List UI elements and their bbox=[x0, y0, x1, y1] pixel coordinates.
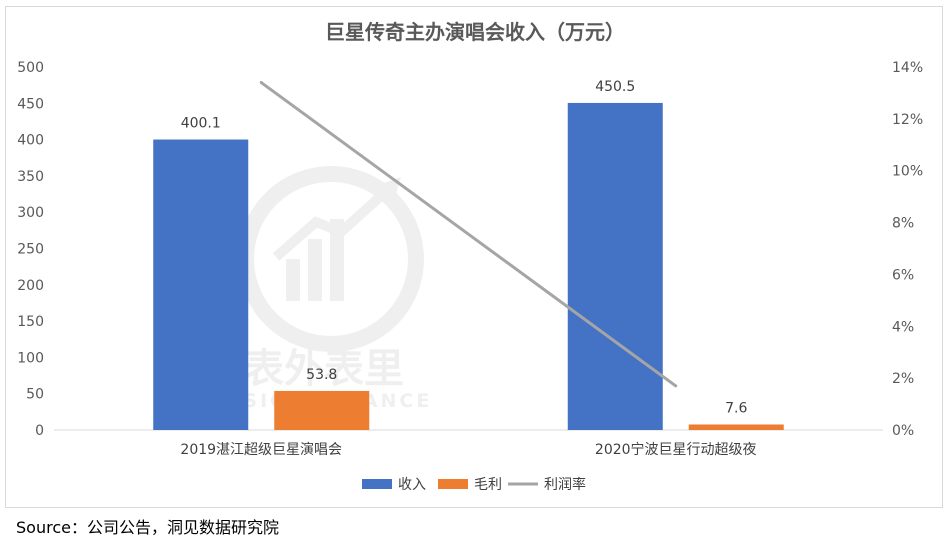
chart-title: 巨星传奇主办演唱会收入（万元） bbox=[325, 20, 625, 44]
profit-margin-point bbox=[674, 384, 678, 388]
bar-gross-profit bbox=[274, 390, 370, 430]
line-series bbox=[259, 81, 678, 388]
left-tick-label: 500 bbox=[17, 60, 44, 76]
left-tick-label: 400 bbox=[17, 133, 44, 149]
left-tick-label: 350 bbox=[17, 169, 44, 185]
bar-data-label: 53.8 bbox=[306, 367, 337, 383]
right-tick-label: 6% bbox=[892, 267, 914, 283]
left-tick-label: 100 bbox=[17, 350, 44, 366]
right-tick-label: 12% bbox=[892, 112, 923, 128]
chart-frame: 表外表里 VISION FINANCE 巨星传奇主办演唱会收入（万元） 0 50 1… bbox=[5, 6, 943, 508]
right-tick-label: 0% bbox=[892, 423, 914, 439]
category-label: 2020宁波巨星行动超级夜 bbox=[595, 441, 757, 458]
right-tick-label: 4% bbox=[892, 319, 914, 335]
left-tick-label: 0 bbox=[35, 423, 44, 439]
right-tick-label: 14% bbox=[892, 60, 923, 76]
category-label: 2019湛江超级巨星演唱会 bbox=[180, 442, 342, 458]
left-tick-label: 450 bbox=[17, 96, 44, 112]
bar-revenue bbox=[153, 139, 249, 430]
bar-data-label: 7.6 bbox=[725, 400, 747, 416]
legend-label: 收入 bbox=[398, 477, 426, 493]
bar-gross-profit bbox=[688, 424, 784, 430]
legend-label: 利润率 bbox=[544, 476, 586, 493]
legend-label: 毛利 bbox=[474, 477, 502, 493]
left-axis: 0 50 100 150 200 250 300 350 400 450 500 bbox=[17, 60, 44, 439]
left-tick-label: 50 bbox=[26, 387, 44, 403]
source-text: Source：公司公告，洞见数据研究院 bbox=[16, 518, 279, 537]
category-labels: 2019湛江超级巨星演唱会 2020宁波巨星行动超级夜 bbox=[180, 441, 756, 458]
right-axis: 0% 2% 4% 6% 8% 10% 12% 14% bbox=[892, 60, 923, 439]
legend: 收入 毛利 利润率 bbox=[362, 476, 586, 493]
left-tick-label: 150 bbox=[17, 314, 44, 330]
right-tick-label: 8% bbox=[892, 216, 914, 232]
left-tick-label: 250 bbox=[17, 242, 44, 258]
profit-margin-point bbox=[259, 81, 263, 85]
chart-svg: 表外表里 VISION FINANCE 巨星传奇主办演唱会收入（万元） 0 50 1… bbox=[17, 20, 923, 493]
legend-swatch bbox=[438, 479, 468, 489]
left-tick-label: 200 bbox=[17, 278, 44, 294]
bar-revenue bbox=[567, 102, 663, 430]
watermark-cn: 表外表里 bbox=[244, 346, 404, 392]
right-tick-label: 2% bbox=[892, 371, 914, 387]
right-tick-label: 10% bbox=[892, 164, 923, 180]
profit-margin-line bbox=[260, 81, 677, 388]
watermark-logo: 表外表里 VISION FINANCE bbox=[216, 166, 429, 412]
bar-data-label: 450.5 bbox=[595, 79, 635, 95]
bar-labels: 400.1 450.5 53.8 7.6 bbox=[181, 79, 748, 417]
bar-data-label: 400.1 bbox=[181, 116, 221, 132]
legend-swatch bbox=[362, 479, 392, 489]
bars bbox=[153, 102, 784, 430]
left-tick-label: 300 bbox=[17, 205, 44, 221]
